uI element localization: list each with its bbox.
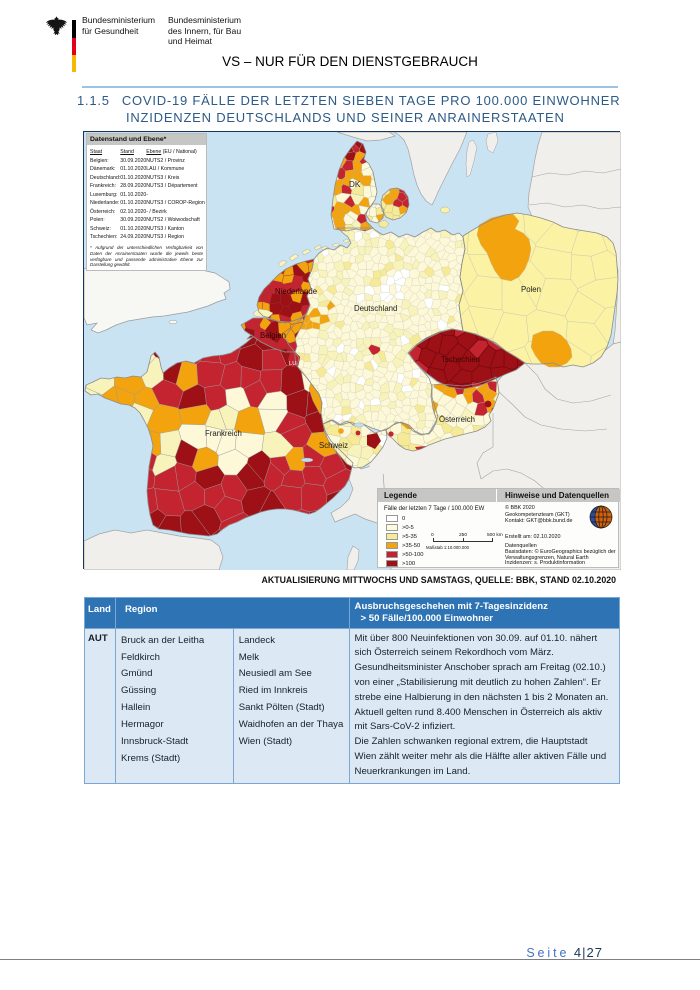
svg-text:Tschechien: Tschechien <box>441 355 480 364</box>
svg-text:Polen: Polen <box>521 285 541 294</box>
svg-text:LU: LU <box>289 361 296 367</box>
svg-text:Belgien: Belgien <box>260 331 286 340</box>
svg-text:Schweiz: Schweiz <box>319 441 348 450</box>
svg-text:Niederlande: Niederlande <box>275 287 317 296</box>
svg-text:Frankreich: Frankreich <box>205 429 242 438</box>
svg-text:Deutschland: Deutschland <box>354 304 397 313</box>
svg-text:DK: DK <box>349 180 361 189</box>
svg-text:Österreich: Österreich <box>439 415 475 424</box>
